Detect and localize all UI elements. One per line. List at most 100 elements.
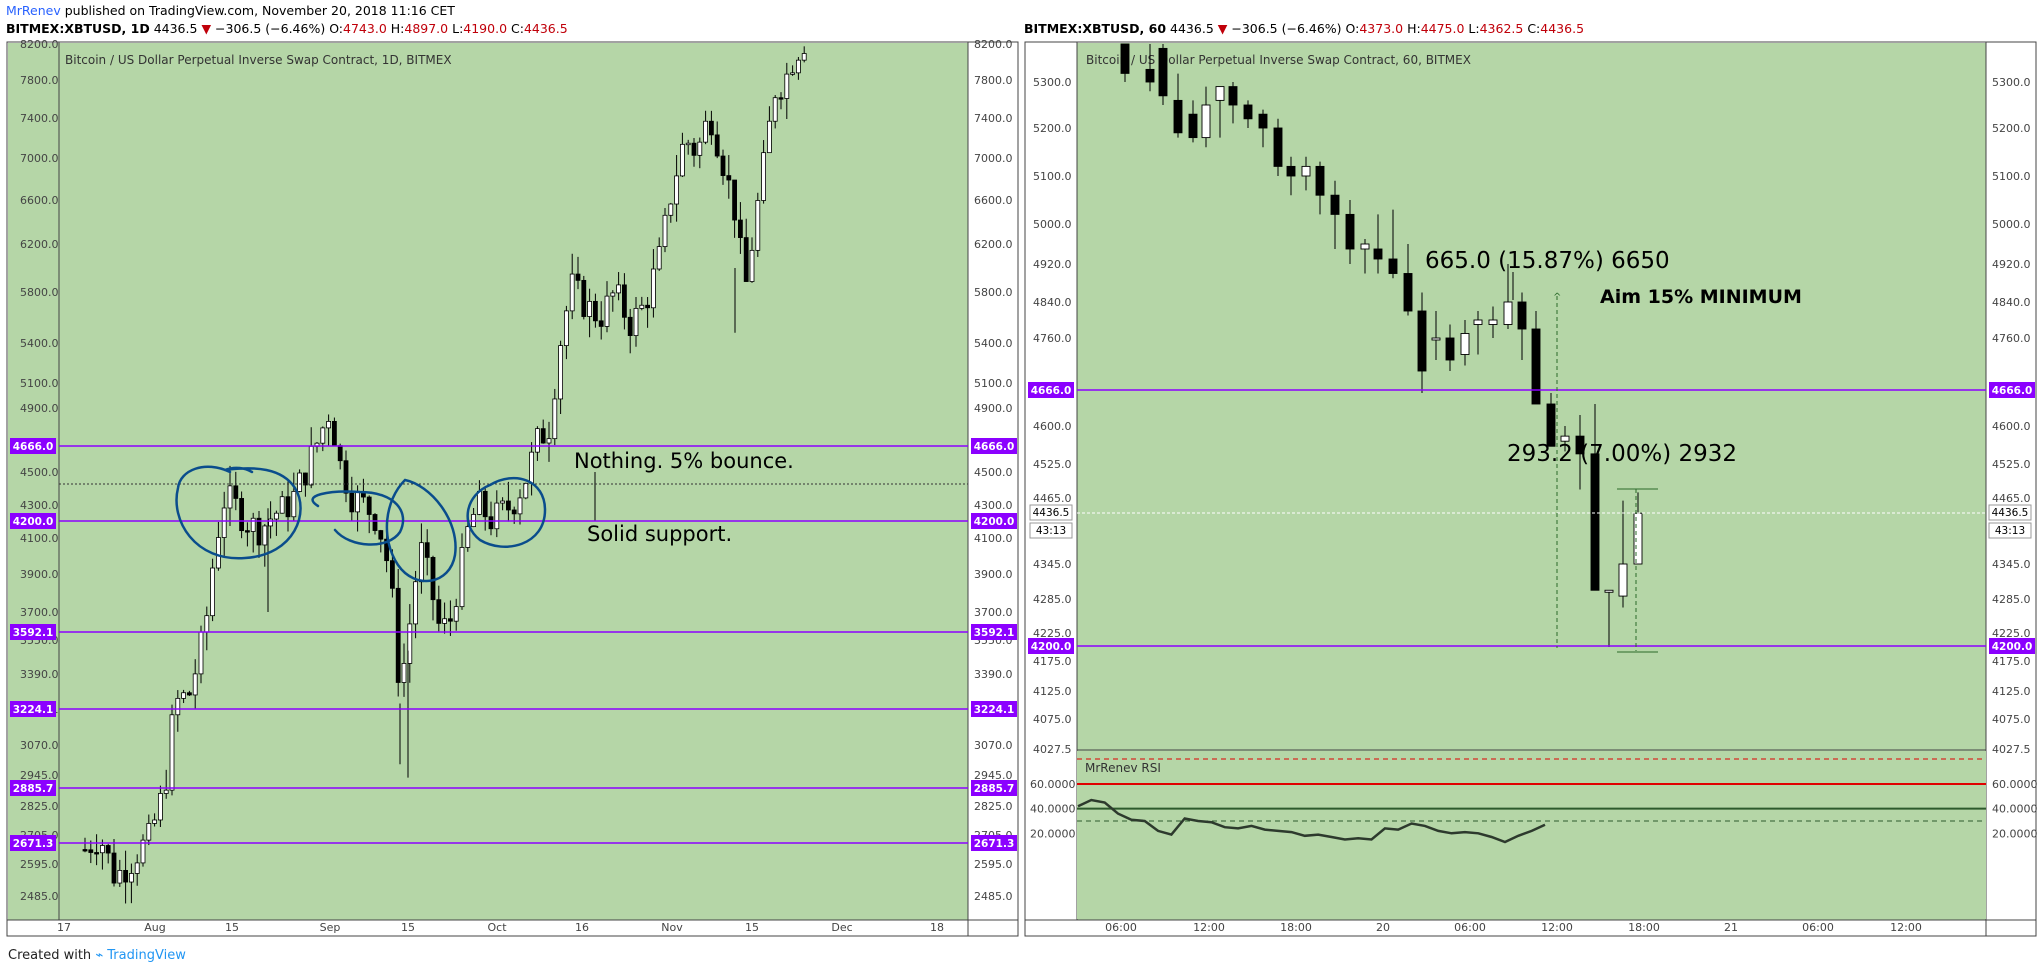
left-level-text-left: 3224.1: [13, 704, 54, 716]
right-candle-body: [1360, 243, 1370, 250]
right-level-text-right: 4200.0: [1992, 641, 2033, 653]
rsi-y-tick-left: 40.0000: [1030, 803, 1076, 816]
left-candle-body: [604, 295, 610, 327]
left-candle-body: [181, 692, 187, 699]
right-candle-body: [1173, 99, 1183, 134]
left-y-tick-left: 5100.0: [20, 377, 59, 390]
right-y-tick-right: 4345.0: [1992, 558, 2031, 571]
left-candle-body: [743, 237, 749, 282]
rsi-y-tick-left: 60.0000: [1030, 778, 1076, 791]
right-x-tick: 06:00: [1454, 921, 1486, 934]
right-candle-body: [1488, 319, 1498, 325]
right-y-tick-right: 5000.0: [1992, 218, 2031, 231]
left-level-label-right: [971, 438, 1017, 454]
left-x-tick: Oct: [487, 921, 507, 934]
left-candle-body: [738, 219, 743, 238]
left-candle-body: [100, 845, 105, 854]
left-candle-body: [529, 451, 534, 484]
left-y-tick-right: 7800.0: [974, 74, 1013, 87]
left-y-tick-right: 6200.0: [974, 238, 1013, 251]
left-candle-body: [801, 53, 807, 61]
left-annotation-support: Solid support.: [587, 522, 732, 546]
right-timer-left: 43:13: [1036, 525, 1066, 537]
left-level-label-left: [10, 780, 56, 796]
left-candle-body: [517, 497, 523, 515]
right-candle-body: [1417, 310, 1427, 372]
left-chart-title: Bitcoin / US Dollar Perpetual Inverse Sw…: [65, 53, 452, 67]
left-y-tick-right: 2485.0: [974, 890, 1013, 903]
left-candle-body: [680, 143, 685, 177]
left-y-tick-right: 7400.0: [974, 112, 1013, 125]
left-candle-body: [714, 134, 720, 157]
left-candle-body: [645, 304, 650, 309]
right-y-tick-left: 4175.0: [1033, 655, 1072, 668]
right-y-tick-left: 4465.0: [1033, 492, 1072, 505]
left-candle-body: [691, 142, 697, 156]
left-candle-body: [413, 581, 419, 625]
right-candle-body: [1388, 258, 1398, 274]
left-y-tick-left: 4500.0: [20, 466, 59, 479]
left-candle-body: [105, 845, 111, 854]
left-candle-body: [494, 502, 500, 530]
author-link[interactable]: MrRenev: [6, 3, 61, 18]
left-candle-body: [273, 512, 279, 520]
right-x-tick: 06:00: [1105, 921, 1137, 934]
right-timer-badge-right: [1988, 522, 2032, 539]
left-down-arrow-icon: ▼: [201, 21, 212, 36]
left-candle-body: [279, 496, 285, 514]
left-candle-body: [569, 273, 575, 312]
right-y-tick-right: 4525.0: [1992, 458, 2031, 471]
right-timer-right: 43:13: [1995, 525, 2025, 537]
left-candle-body: [564, 310, 569, 346]
left-y-tick-right: 5100.0: [974, 377, 1013, 390]
left-level-text-left: 4200.0: [13, 516, 54, 528]
right-candle-body: [1604, 589, 1614, 593]
right-y-tick-left: 4285.0: [1033, 593, 1072, 606]
left-candle-body: [418, 542, 424, 583]
left-candle-body: [355, 492, 361, 513]
left-candle-body: [685, 142, 691, 146]
left-y-tick-left: 4300.0: [20, 499, 59, 512]
left-low: 4190.0: [463, 21, 508, 36]
left-y-tick-right: 3700.0: [974, 606, 1013, 619]
left-x-tick: Nov: [661, 921, 683, 934]
left-y-tick-right: 8200.0: [974, 38, 1013, 51]
left-candle-body: [233, 485, 239, 499]
right-level-text-right: 4666.0: [1992, 385, 2033, 397]
left-candle-body: [320, 427, 326, 444]
left-circle-annotation: [175, 465, 302, 560]
right-y-tick-right: 5200.0: [1992, 122, 2031, 135]
left-candle-body: [627, 316, 633, 337]
left-candle-body: [192, 673, 198, 696]
left-candle-body: [459, 547, 465, 608]
left-change: −306.5 (−6.46%): [215, 21, 326, 36]
right-y-tick-left: 5100.0: [1033, 170, 1072, 183]
right-y-tick-right: 5300.0: [1992, 76, 2031, 89]
left-candle-body: [778, 97, 784, 100]
left-candle-body: [610, 292, 616, 297]
right-level-label-left: [1028, 382, 1074, 398]
left-level-label-left: [10, 701, 56, 717]
right-change: −306.5 (−6.46%): [1231, 21, 1342, 36]
left-candle-body: [732, 179, 737, 221]
left-candle-body: [349, 492, 355, 513]
left-candle-body: [546, 438, 552, 444]
tradingview-link[interactable]: TradingView: [107, 948, 186, 963]
right-y-tick-right: 4760.0: [1992, 332, 2031, 345]
right-y-tick-left: 5000.0: [1033, 218, 1072, 231]
left-level-label-right: [971, 835, 1017, 851]
left-y-tick-left: 7800.0: [20, 74, 59, 87]
right-candle-body: [1517, 301, 1527, 330]
measure-arrow-1-icon: ^: [1553, 292, 1561, 303]
right-x-tick: 12:00: [1193, 921, 1225, 934]
left-candle-body: [302, 472, 308, 486]
left-symbol-line: BITMEX:XBTUSD, 1D 4436.5 ▼ −306.5 (−6.46…: [6, 21, 568, 36]
left-candle-body: [331, 421, 337, 447]
left-candle-body: [796, 59, 801, 74]
left-level-text-right: 2671.3: [974, 838, 1015, 850]
left-candle-body: [633, 307, 639, 337]
left-candle-body: [337, 445, 343, 462]
left-candle-body: [784, 73, 790, 99]
left-candle-body: [163, 789, 169, 794]
